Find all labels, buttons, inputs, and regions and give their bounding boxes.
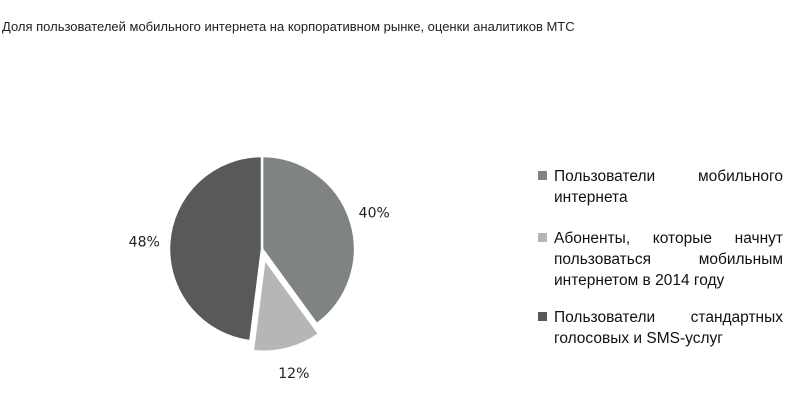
slice-value-label: 12% — [278, 366, 309, 382]
pie-slice — [260, 154, 357, 326]
legend-item-future-subscribers: Абоненты, которые начнут пользоваться мо… — [538, 228, 783, 291]
legend-swatch — [538, 312, 547, 321]
legend: Пользователи мобильного интернета Абонен… — [538, 166, 783, 349]
slice-value-label: 48% — [129, 235, 160, 251]
legend-label: Пользователи мобильного интернета — [554, 168, 783, 206]
legend-swatch — [538, 233, 547, 242]
slice-value-label: 40% — [359, 206, 390, 222]
legend-label: Пользователи стандартных голосовых и SMS… — [554, 309, 783, 347]
chart-title: Доля пользователей мобильного интернета … — [2, 19, 575, 34]
legend-swatch — [538, 171, 547, 180]
legend-item-mobile-internet-users: Пользователи мобильного интернета — [538, 166, 783, 208]
legend-item-voice-sms-users: Пользователи стандартных голосовых и SMS… — [538, 307, 783, 349]
pie-slice — [167, 154, 264, 343]
pie-slice — [251, 255, 321, 353]
legend-label: Абоненты, которые начнут пользоваться мо… — [554, 230, 783, 289]
